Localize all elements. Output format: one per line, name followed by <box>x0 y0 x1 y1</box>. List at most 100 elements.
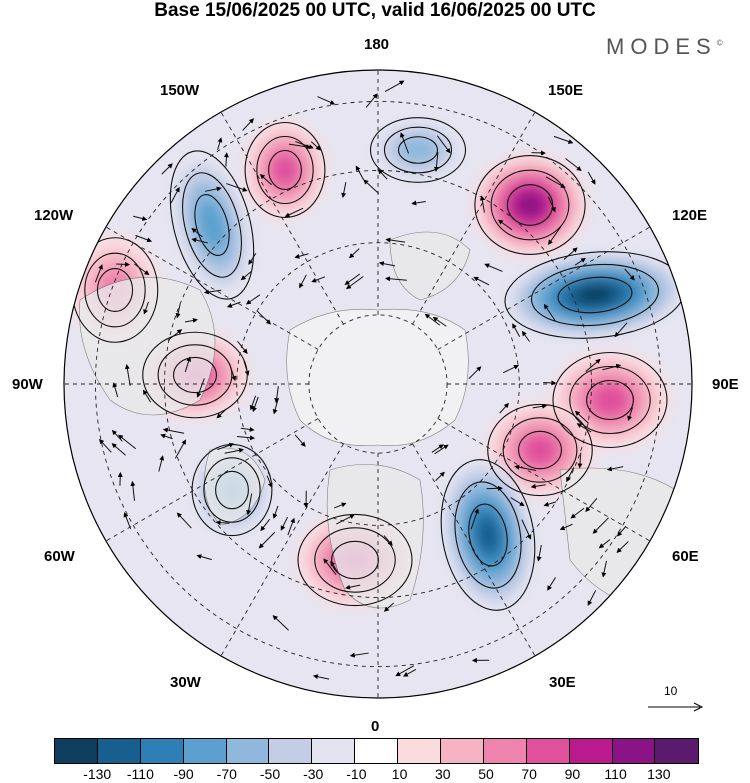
circulation-contour <box>314 527 396 593</box>
wind-vector <box>274 386 280 404</box>
wind-vector <box>240 427 255 432</box>
circulation-contour <box>440 459 536 611</box>
wind-vector <box>385 237 406 243</box>
wind-vector <box>627 407 634 422</box>
wind-vector <box>536 544 542 562</box>
circulation-contour <box>84 252 146 328</box>
lon-label-90e: 90E <box>712 376 739 393</box>
wind-vector <box>223 152 229 167</box>
wind-vector <box>433 151 439 172</box>
wind-vector <box>124 364 131 386</box>
wind-vector <box>473 276 490 286</box>
colorbar-tick-label: -10 <box>346 766 367 782</box>
wind-vector <box>236 435 256 441</box>
wind-vector <box>123 512 132 530</box>
wind-vector <box>385 276 407 282</box>
wind-vector <box>184 317 198 323</box>
colorbar-tick-label: -90 <box>173 766 194 782</box>
wind-vector <box>565 158 582 171</box>
wind-vector <box>258 531 276 549</box>
wind-vector <box>553 135 574 144</box>
wind-vector <box>161 163 173 175</box>
wind-vector <box>334 502 347 509</box>
wind-vector <box>574 410 589 424</box>
wind-vector <box>249 395 257 411</box>
wind-vector <box>435 471 445 482</box>
circulation-contour <box>530 263 660 327</box>
wind-vector <box>614 322 628 338</box>
wind-vector <box>111 429 123 442</box>
wind-vector <box>570 507 585 519</box>
meridian-line <box>105 226 319 350</box>
reference-vector-label: 10 <box>664 684 678 698</box>
wind-vector <box>294 434 306 447</box>
wind-vector <box>521 519 532 540</box>
wind-vector <box>587 590 597 606</box>
colorbar-tick-label: 10 <box>391 766 408 782</box>
colorbar-swatch <box>55 739 98 763</box>
wind-vector <box>363 179 380 194</box>
wind-vector <box>116 261 131 267</box>
wind-vector <box>574 257 586 266</box>
colorbar-tick-label: 70 <box>521 766 537 782</box>
wind-vector <box>484 263 503 272</box>
wind-vector <box>272 505 279 519</box>
wind-vector <box>237 340 248 354</box>
anomaly-shading-east-siberia <box>517 193 543 217</box>
wind-vector <box>592 517 609 534</box>
wind-vector <box>411 200 426 206</box>
wind-vector <box>532 403 548 409</box>
circulation-contour <box>569 365 651 435</box>
wind-vector <box>252 396 259 413</box>
wind-vector <box>284 207 304 218</box>
circulation-contour <box>203 457 261 523</box>
wind-vector <box>598 539 611 549</box>
wind-vector <box>434 444 449 455</box>
reference-vector-arrow <box>648 702 704 712</box>
wind-vector <box>616 525 627 537</box>
wind-vector <box>479 195 485 213</box>
wind-vector <box>577 452 583 469</box>
wind-vector <box>111 443 126 456</box>
wind-vector <box>349 652 369 658</box>
wind-vector <box>377 169 388 180</box>
wind-vector <box>184 356 192 373</box>
wind-vector <box>226 183 248 192</box>
wind-vector <box>259 174 272 186</box>
wind-vector <box>585 358 601 372</box>
wind-vector <box>133 263 150 276</box>
latitude-circle <box>94 100 662 668</box>
colorbar-tick-label: 50 <box>478 766 494 782</box>
wind-vector <box>497 219 513 231</box>
circulation-contour <box>490 169 570 241</box>
wind-vector <box>470 508 479 530</box>
wind-vector <box>432 316 447 327</box>
wind-vector <box>566 467 575 483</box>
wind-vector <box>158 455 165 472</box>
circulation-contour <box>502 417 578 483</box>
map-disc <box>64 70 692 698</box>
wind-vector <box>341 182 347 198</box>
wind-vector <box>272 615 289 631</box>
wind-vector <box>424 313 441 326</box>
wind-vector <box>383 535 393 546</box>
wind-vector <box>311 276 326 283</box>
wind-vector <box>587 171 596 185</box>
map-title: Base 15/06/2025 00 UTC, valid 16/06/2025… <box>154 0 596 21</box>
circulation-contour <box>369 117 467 183</box>
colorbar-tick-label: 90 <box>564 766 581 782</box>
wind-vector <box>547 196 556 213</box>
wind-vector <box>616 541 629 553</box>
wind-vector <box>602 363 622 371</box>
meridian-line <box>412 443 536 657</box>
colorbar-tick-label: -70 <box>216 766 237 782</box>
wind-vector <box>94 264 103 283</box>
wind-vector <box>547 577 556 591</box>
wind-vector <box>246 493 253 516</box>
colorbar-swatch <box>183 739 227 763</box>
wind-vector <box>135 234 153 243</box>
wind-vector <box>543 380 557 386</box>
lon-label-0: 0 <box>371 718 380 735</box>
meridian-line <box>220 111 344 325</box>
lon-label-120w: 120W <box>34 207 74 224</box>
